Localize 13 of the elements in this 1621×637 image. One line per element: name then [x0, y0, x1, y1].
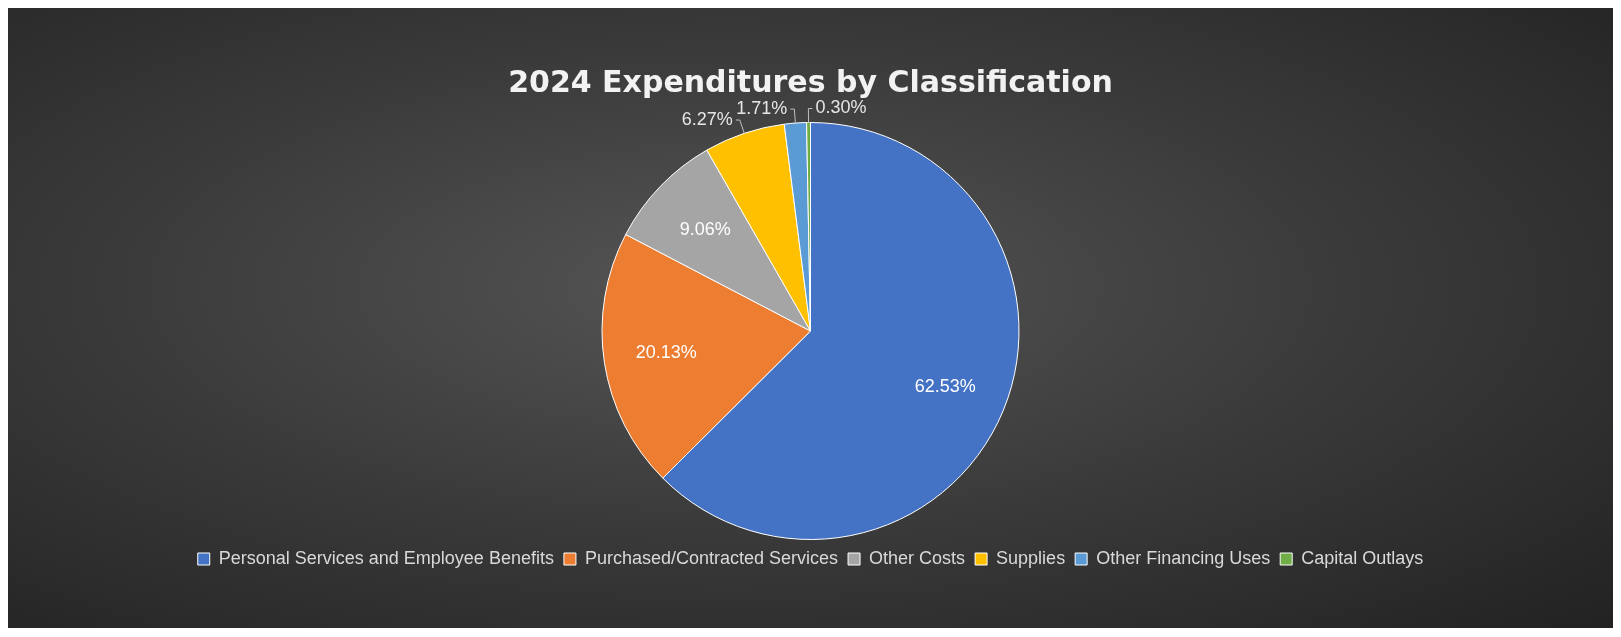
chart-title: 2024 Expenditures by Classification — [508, 63, 1113, 99]
data-label: 20.13% — [635, 341, 697, 362]
data-label: 9.06% — [679, 218, 731, 239]
legend-label: Supplies — [996, 547, 1066, 568]
legend-label: Personal Services and Employee Benefits — [218, 547, 554, 568]
data-label: 6.27% — [681, 108, 733, 129]
data-label: 1.71% — [736, 98, 788, 119]
data-label: 62.53% — [914, 375, 976, 396]
legend-label: Purchased/Contracted Services — [584, 547, 839, 568]
data-label: 0.30% — [815, 97, 867, 118]
legend-label: Other Financing Uses — [1096, 547, 1271, 568]
legend-label: Other Costs — [869, 547, 966, 568]
legend-label: Capital Outlays — [1301, 547, 1424, 568]
